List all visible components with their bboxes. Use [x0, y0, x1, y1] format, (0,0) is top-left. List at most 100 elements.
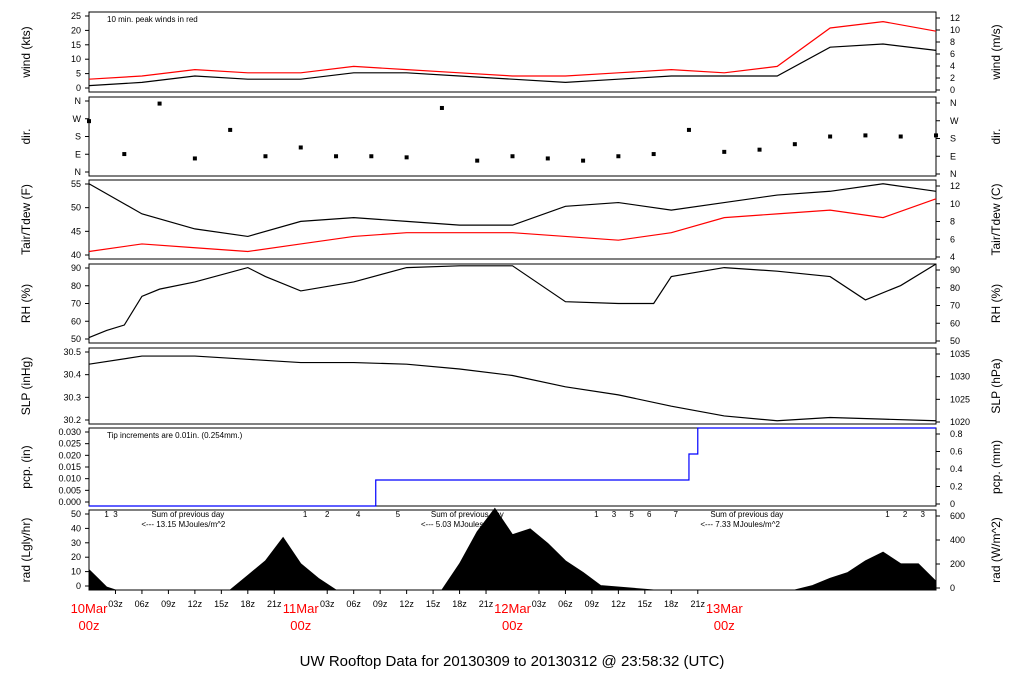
y-tick-label-left: 55 — [71, 179, 81, 189]
y-tick-label-right: 10 — [950, 199, 960, 209]
y-tick-label-left: 0.000 — [58, 497, 81, 507]
y-axis-label-left: RH (%) — [19, 284, 33, 323]
x-tick-label: 21z — [691, 599, 706, 609]
y-tick-label-left: N — [75, 167, 82, 177]
y-tick-label-left: 0.010 — [58, 474, 81, 484]
y-tick-label-left: S — [75, 132, 81, 142]
y-tick-label-right: S — [950, 134, 956, 144]
x-day-label: 11Mar — [283, 601, 320, 616]
day-summary-heading: Sum of previous day — [151, 510, 224, 519]
y-tick-label-left: 50 — [71, 509, 81, 519]
data-point — [545, 156, 550, 161]
y-tick-label-right: 4 — [950, 61, 955, 71]
x-day-hour-label: 00z — [502, 618, 523, 633]
radiation-marker: 2 — [903, 510, 908, 519]
day-summary-value: <--- 5.03 MJoules/m^2 — [421, 520, 501, 529]
x-day-hour-label: 00z — [714, 618, 735, 633]
y-axis-label-right: rad (W/m^2) — [989, 517, 1003, 583]
radiation-marker: 5 — [396, 510, 401, 519]
y-axis-label-right: pcp. (mm) — [989, 440, 1003, 494]
x-tick-label: 15z — [214, 599, 229, 609]
y-tick-label-left: E — [75, 149, 81, 159]
x-tick-label: 18z — [452, 599, 467, 609]
panel-slp: 30.5 30.4 30.3 30.2 1035 1030 1025 1020 SLP (inH… — [19, 347, 1003, 427]
x-day-hour-label: 00z — [290, 618, 311, 633]
y-tick-label-left: 30 — [71, 538, 81, 548]
radiation-area — [88, 507, 937, 591]
y-tick-label-left: 40 — [71, 250, 81, 260]
data-point — [192, 156, 197, 161]
y-tick-label-left: 90 — [71, 263, 81, 273]
data-point — [722, 149, 727, 154]
data-point — [510, 154, 515, 159]
y-tick-label-left: 0.015 — [58, 462, 81, 472]
x-tick-label: 18z — [241, 599, 256, 609]
panel-annotation: Tip increments are 0.01in. (0.254mm.) — [107, 431, 243, 440]
y-tick-label-left: 60 — [71, 316, 81, 326]
y-tick-label-left: 50 — [71, 203, 81, 213]
x-day-label: 10Mar — [71, 601, 109, 616]
x-tick-label: 09z — [373, 599, 388, 609]
data-point — [651, 152, 656, 157]
Tdew-line — [88, 198, 937, 253]
y-axis-label-left: pcp. (in) — [19, 445, 33, 488]
y-tick-label-left: 25 — [71, 11, 81, 21]
radiation-marker: 1 — [303, 510, 308, 519]
y-tick-label-right: 6 — [950, 234, 955, 244]
day-summary-heading: Sum of previous day — [431, 510, 504, 519]
y-tick-label-left: 5 — [76, 69, 81, 79]
y-tick-label-left: 0 — [76, 83, 81, 93]
x-tick-label: 15z — [426, 599, 441, 609]
y-tick-label-right: 1035 — [950, 349, 970, 359]
y-tick-label-right: 70 — [950, 301, 960, 311]
data-point — [369, 154, 374, 159]
x-day-label: 12Mar — [494, 601, 532, 616]
y-tick-label-left: 40 — [71, 523, 81, 533]
data-point — [581, 158, 586, 163]
y-tick-label-right: 12 — [950, 13, 960, 23]
y-tick-label-right: 0 — [950, 499, 955, 509]
radiation-marker: 6 — [647, 510, 652, 519]
day-summary-value: <--- 13.15 MJoules/m^2 — [141, 520, 226, 529]
data-point — [334, 154, 339, 159]
data-point — [863, 133, 868, 138]
x-tick-label: 03z — [108, 599, 123, 609]
panel-frame — [88, 11, 937, 93]
y-tick-label-left: 30.4 — [63, 370, 81, 380]
radiation-marker: 1 — [885, 510, 890, 519]
y-tick-label-left: 50 — [71, 334, 81, 344]
y-tick-label-left: 10 — [71, 54, 81, 64]
y-tick-label-right: W — [950, 116, 959, 126]
panel-rad: 50 40 30 20 10 0 600 400 200 0 rad (Lgly/hr) rad (W… — [19, 507, 1003, 593]
y-tick-label-right: N — [950, 169, 957, 179]
y-tick-label-right: 50 — [950, 336, 960, 346]
y-tick-label-right: 0 — [950, 85, 955, 95]
data-point — [475, 158, 480, 163]
panel-rh: 90 80 70 60 50 90 80 70 60 50 RH (%) RH (%) — [19, 263, 1003, 346]
x-tick-label: 03z — [532, 599, 547, 609]
y-tick-label-right: 90 — [950, 265, 960, 275]
data-point — [228, 127, 233, 132]
slp-line — [88, 355, 937, 422]
y-tick-label-right: 8 — [950, 217, 955, 227]
y-tick-label-right: 400 — [950, 535, 965, 545]
x-tick-label: 06z — [558, 599, 573, 609]
radiation-marker: 3 — [113, 510, 118, 519]
x-day-label: 13Mar — [706, 601, 744, 616]
rh-line — [88, 263, 937, 339]
peak-line — [88, 20, 937, 80]
y-tick-label-left: 30.5 — [63, 347, 81, 357]
x-tick-label: 09z — [585, 599, 600, 609]
radiation-marker: 5 — [629, 510, 634, 519]
y-tick-label-left: 0 — [76, 581, 81, 591]
radiation-marker: 3 — [612, 510, 617, 519]
panel-frame — [88, 179, 937, 260]
y-tick-label-left: 45 — [71, 226, 81, 236]
pcp-line — [89, 427, 936, 507]
x-tick-label: 03z — [320, 599, 335, 609]
y-tick-label-right: 12 — [950, 181, 960, 191]
